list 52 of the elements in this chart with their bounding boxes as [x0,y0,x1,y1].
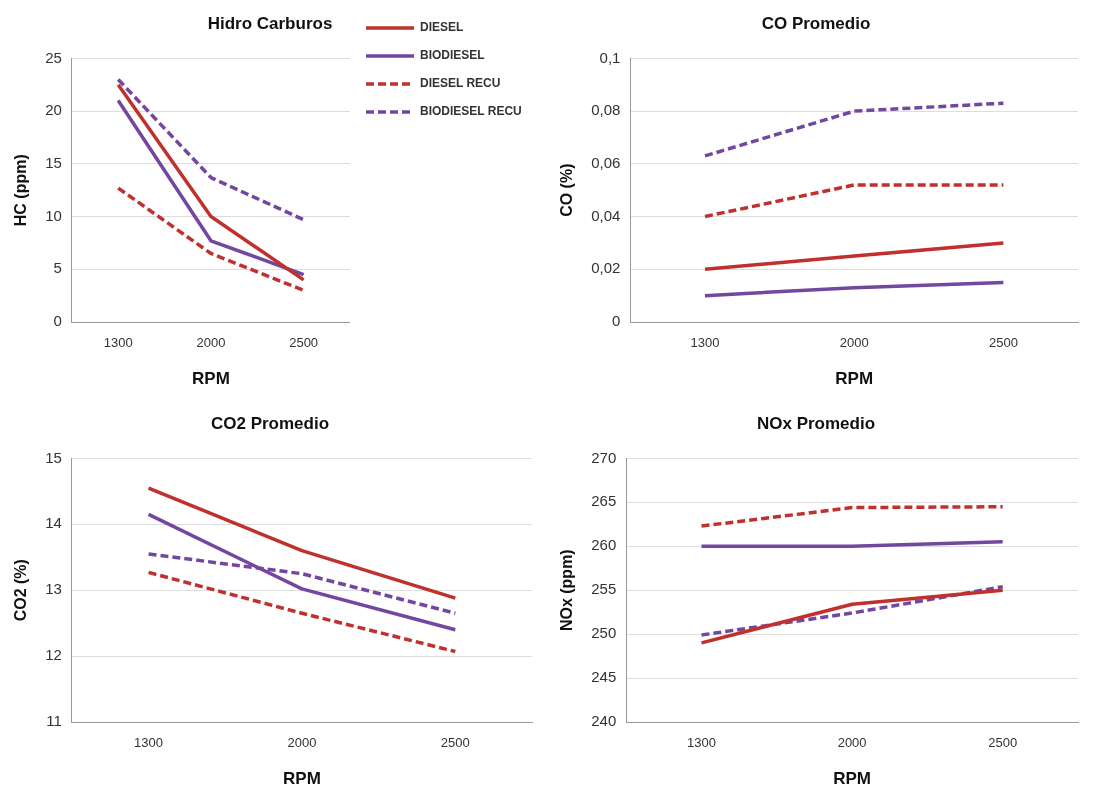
x-axis-title: RPM [833,769,871,789]
y-tick-label: 0,06 [591,153,621,171]
x-tick-label: 2000 [196,335,226,351]
y-tick-label: 250 [591,624,617,642]
legend-label: DIESEL RECU [419,76,501,91]
x-tick-label: 2500 [988,735,1018,751]
y-tick-label: 240 [591,712,617,730]
y-tick-label: 12 [45,646,62,664]
y-tick-label: 270 [591,448,617,466]
x-tick-label: 2000 [839,335,869,351]
legend-label: BIODIESEL RECU [419,104,522,119]
chart-title: Hidro Carburos [207,13,333,33]
chart-title: NOx Promedio [756,413,876,433]
y-tick-label: 260 [591,536,617,554]
y-tick-label: 5 [53,259,62,277]
y-tick-label: 20 [45,101,62,119]
x-tick-label: 1300 [134,735,164,751]
x-tick-label: 1300 [690,335,720,351]
y-axis-title: HC (ppm) [12,154,30,227]
y-tick-label: 14 [45,514,62,532]
x-axis-title: RPM [835,369,874,389]
x-tick-label: 2000 [287,735,317,751]
y-tick-label: 265 [591,492,617,510]
y-tick-label: 15 [45,153,62,171]
y-tick-label: 0 [612,312,621,330]
y-tick-label: 245 [591,668,617,686]
y-tick-label: 0,02 [591,259,621,277]
x-axis-title: RPM [283,769,321,789]
y-tick-label: 0,1 [599,48,621,66]
y-tick-label: 25 [45,48,62,66]
x-tick-label: 2500 [988,335,1018,351]
x-axis-title: RPM [192,369,230,389]
y-tick-label: 11 [46,712,62,730]
y-tick-label: 0 [53,312,62,330]
chart-title: CO Promedio [761,13,871,33]
y-axis-title: CO2 (%) [12,559,30,622]
y-tick-label: 0,04 [591,206,621,224]
y-tick-label: 10 [45,206,62,224]
x-tick-label: 2000 [837,735,867,751]
y-tick-label: 255 [591,580,617,598]
x-tick-label: 2500 [289,335,319,351]
y-tick-label: 0,08 [591,101,621,119]
x-tick-label: 2500 [440,735,470,751]
legend-label: DIESEL [419,20,464,35]
y-axis-title: NOx (ppm) [558,549,576,632]
x-tick-label: 1300 [103,335,133,351]
x-tick-label: 1300 [687,735,716,751]
chart-title: CO2 Promedio [210,413,330,433]
legend-label: BIODIESEL [419,48,485,63]
y-tick-label: 13 [45,580,62,598]
y-tick-label: 15 [45,448,62,466]
y-axis-title: CO (%) [558,163,576,217]
